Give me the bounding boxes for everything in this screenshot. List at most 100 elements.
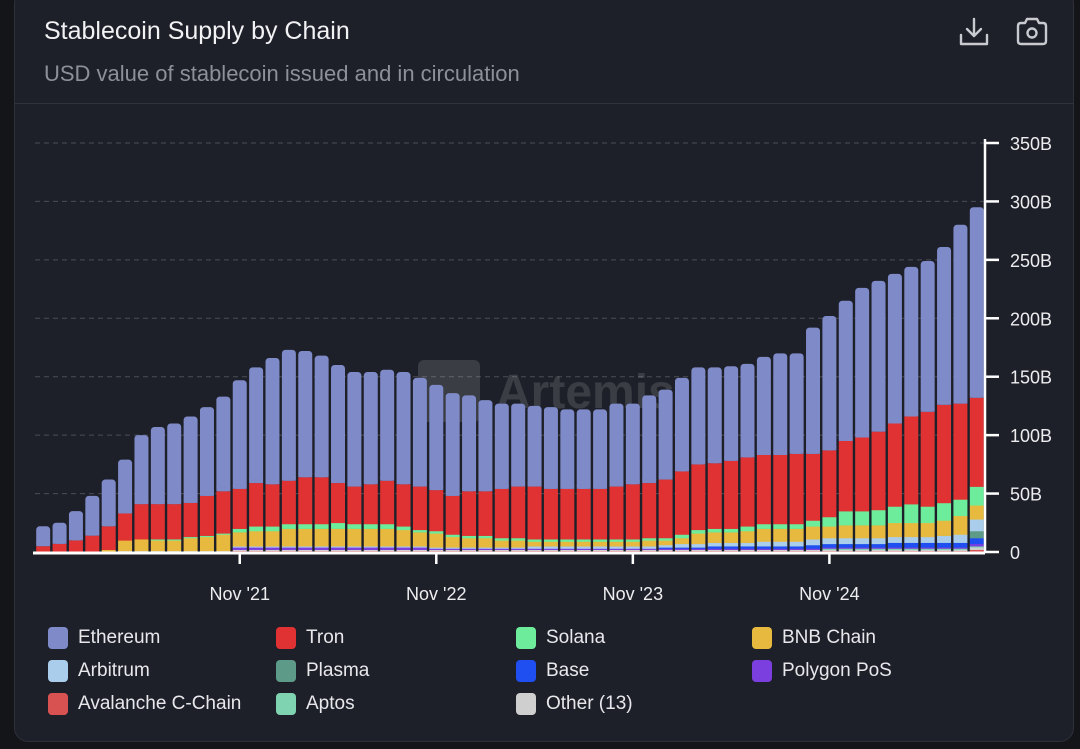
bar-segment-tron[interactable] <box>412 486 427 531</box>
bar-segment-bnb-chain[interactable] <box>150 540 165 552</box>
bar-segment-bnb-chain[interactable] <box>232 532 247 547</box>
bar-segment-ethereum[interactable] <box>543 407 558 489</box>
bar-segment-ethereum[interactable] <box>68 511 83 541</box>
bar-stack[interactable] <box>838 300 853 553</box>
bar-segment-polygon-pos[interactable] <box>920 547 935 549</box>
bar-segment-solana[interactable] <box>232 528 247 533</box>
bar-segment-ethereum[interactable] <box>576 409 591 489</box>
bar-segment-ethereum[interactable] <box>855 287 870 438</box>
bar-segment-solana[interactable] <box>199 535 214 538</box>
bar-segment-bnb-chain[interactable] <box>281 528 296 547</box>
bar-segment-tron[interactable] <box>887 423 902 507</box>
bar-segment-bnb-chain[interactable] <box>429 533 444 548</box>
bar-stack[interactable] <box>560 409 575 553</box>
bar-segment-arbitrum[interactable] <box>314 546 329 548</box>
bar-segment-solana[interactable] <box>167 539 182 541</box>
bar-segment-solana[interactable] <box>609 539 624 542</box>
bar-segment-polygon-pos[interactable] <box>707 548 722 550</box>
bar-stack[interactable] <box>920 261 935 553</box>
bar-segment-solana[interactable] <box>691 529 706 534</box>
bar-segment-arbitrum[interactable] <box>347 546 362 548</box>
legend-item-arbitrum[interactable]: Arbitrum <box>48 659 150 683</box>
bar-segment-solana[interactable] <box>904 504 919 524</box>
bar-segment-other-13-[interactable] <box>363 549 378 552</box>
bar-segment-ethereum[interactable] <box>134 435 149 505</box>
bar-segment-arbitrum[interactable] <box>527 546 542 549</box>
bar-segment-solana[interactable] <box>625 539 640 542</box>
bar-segment-other-13-[interactable] <box>806 549 821 552</box>
bar-segment-solana[interactable] <box>396 526 411 531</box>
bar-stack[interactable] <box>822 315 837 553</box>
bar-segment-arbitrum[interactable] <box>494 547 509 549</box>
bar-segment-bnb-chain[interactable] <box>527 541 542 547</box>
bar-segment-polygon-pos[interactable] <box>347 547 362 550</box>
bar-segment-ethereum[interactable] <box>101 479 116 527</box>
bar-stack[interactable] <box>85 495 100 553</box>
bar-segment-solana[interactable] <box>707 528 722 533</box>
bar-segment-bnb-chain[interactable] <box>167 540 182 552</box>
bar-segment-bnb-chain[interactable] <box>249 530 264 547</box>
bar-segment-polygon-pos[interactable] <box>806 548 821 550</box>
bar-segment-tron[interactable] <box>871 431 886 511</box>
bar-segment-other-13-[interactable] <box>281 549 296 552</box>
bar-segment-tron[interactable] <box>806 453 821 521</box>
bar-segment-arbitrum[interactable] <box>445 547 460 549</box>
bar-segment-polygon-pos[interactable] <box>478 548 493 550</box>
bar-segment-bnb-chain[interactable] <box>183 537 198 552</box>
bar-segment-arbitrum[interactable] <box>593 546 608 549</box>
bar-segment-tron[interactable] <box>527 486 542 540</box>
bar-segment-solana[interactable] <box>871 509 886 526</box>
bar-segment-ethereum[interactable] <box>773 353 788 456</box>
bar-segment-tron[interactable] <box>36 546 51 553</box>
bar-segment-aptos[interactable] <box>887 548 902 550</box>
bar-segment-solana[interactable] <box>953 499 968 517</box>
bar-segment-ethereum[interactable] <box>887 273 902 424</box>
bar-stack[interactable] <box>642 395 657 553</box>
bar-segment-tron[interactable] <box>822 450 837 518</box>
bar-segment-polygon-pos[interactable] <box>642 548 657 550</box>
bar-segment-tron[interactable] <box>396 484 411 527</box>
bar-stack[interactable] <box>625 403 640 553</box>
bar-segment-ethereum[interactable] <box>904 266 919 417</box>
bar-segment-base[interactable] <box>937 542 952 548</box>
legend-item-solana[interactable]: Solana <box>516 626 605 650</box>
bar-segment-solana[interactable] <box>642 537 657 541</box>
bar-segment-base[interactable] <box>871 543 886 548</box>
bar-stack[interactable] <box>969 207 984 553</box>
bar-segment-base[interactable] <box>724 546 739 549</box>
bar-segment-tron[interactable] <box>642 483 657 539</box>
bar-segment-base[interactable] <box>707 546 722 549</box>
bar-segment-ethereum[interactable] <box>756 356 771 456</box>
bar-segment-polygon-pos[interactable] <box>625 548 640 550</box>
bar-segment-arbitrum[interactable] <box>576 546 591 549</box>
bar-segment-bnb-chain[interactable] <box>298 528 313 547</box>
bar-segment-tron[interactable] <box>920 411 935 507</box>
bar-segment-other-13-[interactable] <box>969 547 984 550</box>
bar-segment-ethereum[interactable] <box>412 377 427 487</box>
bar-segment-arbitrum[interactable] <box>609 546 624 549</box>
bar-segment-polygon-pos[interactable] <box>543 548 558 550</box>
bar-segment-ethereum[interactable] <box>658 389 673 480</box>
bar-segment-solana[interactable] <box>494 537 509 541</box>
bar-stack[interactable] <box>773 353 788 553</box>
bar-segment-bnb-chain[interactable] <box>953 515 968 535</box>
bar-segment-ethereum[interactable] <box>216 396 231 492</box>
bar-segment-solana[interactable] <box>855 511 870 526</box>
bar-stack[interactable] <box>937 247 952 553</box>
bar-segment-other-13-[interactable] <box>674 549 689 552</box>
bar-segment-bnb-chain[interactable] <box>560 541 575 547</box>
bar-segment-tron[interactable] <box>429 490 444 532</box>
bar-segment-ethereum[interactable] <box>740 363 755 458</box>
bar-segment-polygon-pos[interactable] <box>740 548 755 550</box>
bar-segment-other-13-[interactable] <box>756 549 771 552</box>
bar-segment-arbitrum[interactable] <box>232 546 247 548</box>
bar-segment-bnb-chain[interactable] <box>265 530 280 547</box>
bar-segment-bnb-chain[interactable] <box>347 528 362 547</box>
bar-segment-other-13-[interactable] <box>331 549 346 552</box>
bar-segment-base[interactable] <box>920 542 935 548</box>
bar-segment-tron[interactable] <box>494 488 509 539</box>
bar-segment-tron[interactable] <box>52 543 67 553</box>
bar-segment-solana[interactable] <box>674 534 689 539</box>
bar-segment-polygon-pos[interactable] <box>855 547 870 549</box>
bar-stack[interactable] <box>412 377 427 553</box>
